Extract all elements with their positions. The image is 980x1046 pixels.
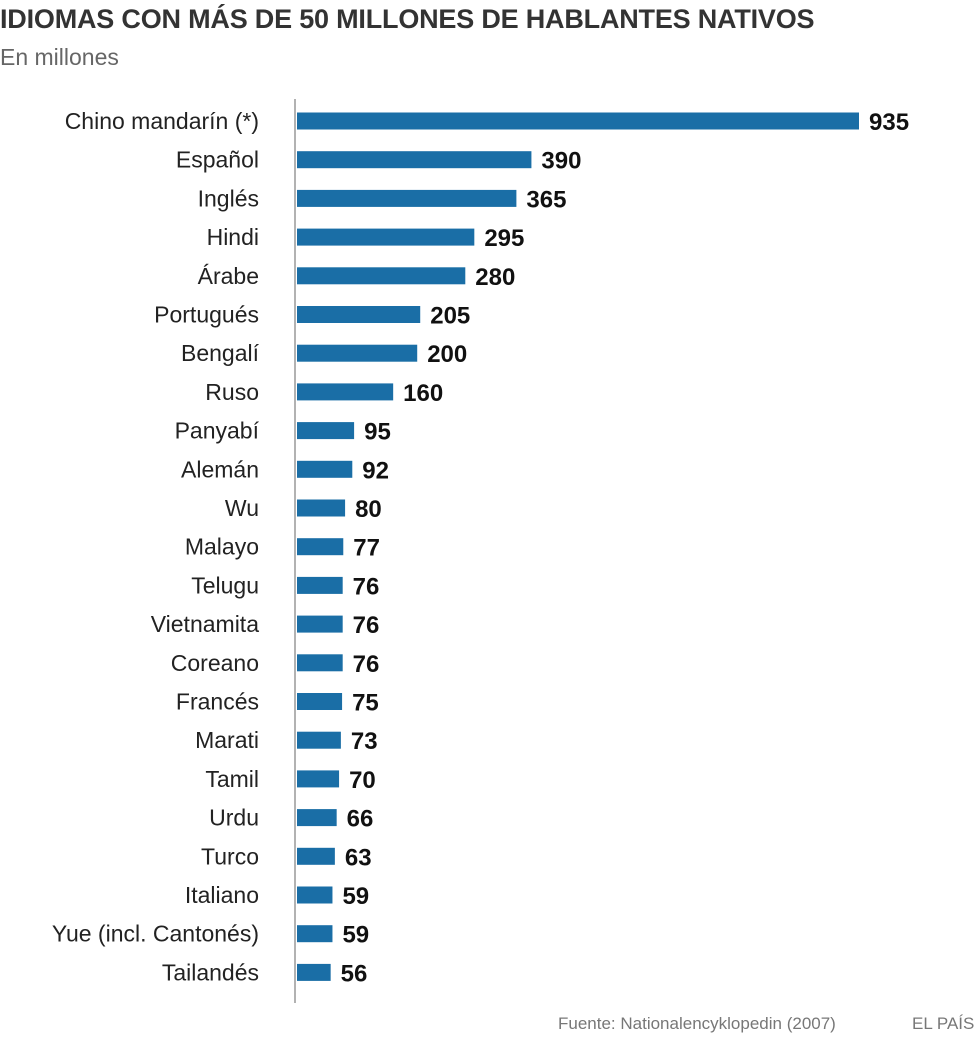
bar [297,151,532,169]
category-label: Portugués [154,302,259,328]
category-label: Alemán [181,456,259,482]
value-label: 92 [362,457,389,484]
bar [297,615,343,633]
brand-label: EL PAÍS [912,1014,975,1033]
bar [297,576,343,594]
value-label: 70 [349,767,376,794]
value-label: 95 [364,419,391,446]
value-label: 76 [353,651,380,678]
chart-title: IDIOMAS CON MÁS DE 50 MILLONES DE HABLAN… [0,4,815,34]
bar [297,963,331,981]
value-label: 76 [353,612,380,639]
bar [297,112,859,130]
value-label: 205 [430,303,470,330]
value-label: 200 [427,341,467,368]
bar [297,847,335,865]
value-label: 66 [347,806,374,833]
value-label: 160 [403,380,443,407]
bar [297,383,394,401]
value-label: 59 [342,922,369,949]
bar [297,189,517,207]
value-label: 56 [341,960,368,987]
category-label: Vietnamita [151,611,259,637]
bar [297,306,421,323]
category-label: Tamil [205,766,259,792]
bar [297,228,475,246]
category-label: Inglés [198,185,259,211]
category-label: Coreano [171,650,259,676]
bar [297,693,343,710]
value-label: 80 [355,496,382,523]
category-label: Turco [201,843,259,869]
bar [297,770,340,788]
bar [297,654,343,672]
value-label: 63 [345,844,372,871]
value-label: 295 [484,225,524,252]
value-label: 75 [352,690,379,717]
source-note: Fuente: Nationalencyklopedin (2007) [558,1014,836,1033]
bar [297,538,344,556]
value-label: 935 [869,109,909,136]
category-label: Yue (incl. Cantonés) [52,921,259,947]
category-label: Hindi [207,224,259,250]
category-label: Chino mandarín (*) [65,108,259,134]
category-label: Panyabí [175,418,260,444]
category-label: Telugu [191,572,259,598]
category-label: Español [176,147,259,173]
value-label: 73 [351,728,378,755]
bar [297,422,355,440]
bar [297,731,341,749]
value-label: 59 [342,883,369,910]
bar-chart: Chino mandarín (*) 935 Español 390 Inglés 365… [52,99,909,1003]
bar [297,344,418,362]
value-label: 280 [475,264,515,291]
category-label: Árabe [198,263,259,289]
bar [297,886,333,904]
category-label: Marati [195,727,259,753]
value-label: 77 [353,535,380,562]
chart-subtitle: En millones [0,44,119,70]
bar [297,460,353,478]
category-label: Bengalí [181,340,260,366]
bar [297,499,346,517]
bar [297,925,333,943]
category-label: Malayo [185,534,259,560]
category-label: Wu [225,495,259,521]
value-label: 390 [541,148,581,175]
category-label: Italiano [185,882,259,908]
category-label: Urdu [209,805,259,831]
value-label: 76 [353,573,380,600]
category-label: Tailandés [162,959,259,985]
value-label: 365 [526,186,566,213]
category-label: Francés [176,689,259,715]
category-label: Ruso [205,379,259,405]
bar [297,267,466,285]
bar [297,809,337,827]
